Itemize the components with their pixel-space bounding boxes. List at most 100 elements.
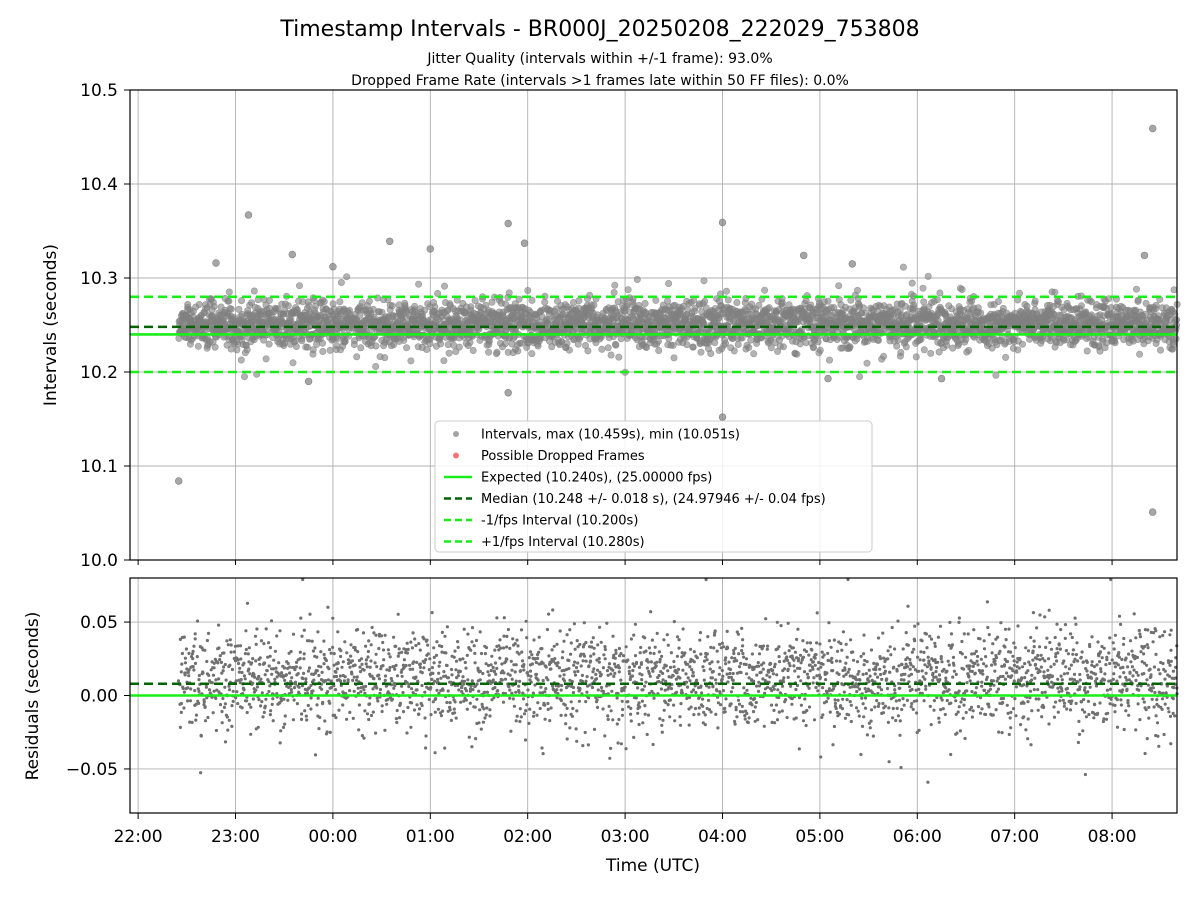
interval-point	[1133, 286, 1139, 292]
residual-point	[283, 666, 286, 669]
residual-point	[474, 737, 477, 740]
residual-point	[409, 726, 412, 729]
interval-point	[1052, 289, 1058, 295]
residual-point	[201, 670, 204, 673]
residual-point	[207, 674, 210, 677]
residual-point	[212, 711, 215, 714]
interval-point	[515, 348, 521, 354]
residual-point	[327, 667, 330, 670]
residual-point	[220, 661, 223, 664]
interval-point	[723, 288, 729, 294]
residual-point	[260, 700, 263, 703]
interval-point	[285, 303, 291, 309]
residual-point	[345, 651, 348, 654]
residual-point	[471, 679, 474, 682]
residual-point	[490, 669, 493, 672]
residual-point	[225, 679, 228, 682]
residual-point	[465, 689, 468, 692]
residual-point	[375, 653, 378, 656]
residual-point	[423, 691, 426, 694]
interval-point	[1171, 287, 1177, 293]
residual-point	[598, 657, 601, 660]
interval-point	[825, 298, 831, 304]
residual-point	[501, 678, 504, 681]
residual-point	[510, 660, 513, 663]
residual-point	[237, 662, 240, 665]
residual-point	[388, 666, 391, 669]
residual-point	[230, 704, 233, 707]
interval-point	[599, 346, 605, 352]
residual-point	[357, 687, 360, 690]
residual-point	[303, 629, 306, 632]
interval-point	[485, 349, 491, 355]
residual-point	[194, 719, 197, 722]
residual-point	[499, 647, 502, 650]
residual-point	[535, 661, 538, 664]
residual-point	[232, 690, 235, 693]
residual-point	[433, 680, 436, 683]
residual-point	[189, 699, 192, 702]
residual-point	[367, 718, 370, 721]
interval-point	[234, 347, 240, 353]
residual-point	[406, 651, 409, 654]
residual-point	[494, 673, 497, 676]
interval-point	[211, 303, 217, 309]
residual-point	[261, 715, 264, 718]
interval-point	[494, 349, 500, 355]
residual-point	[498, 657, 501, 660]
residual-point	[360, 663, 363, 666]
residual-point	[280, 671, 283, 674]
interval-point	[756, 302, 762, 308]
residual-point	[402, 710, 405, 713]
residual-point	[409, 641, 412, 644]
residual-point	[424, 734, 427, 737]
residual-point	[313, 646, 316, 649]
interval-point	[441, 283, 447, 289]
interval-point	[722, 340, 728, 346]
interval-outlier-point	[849, 261, 856, 268]
residual-point	[528, 708, 531, 711]
residual-point	[395, 717, 398, 720]
residual-point	[394, 645, 397, 648]
residual-point	[339, 674, 342, 677]
interval-outlier-point	[289, 251, 296, 258]
interval-point	[875, 337, 881, 343]
legend-marker	[453, 431, 459, 437]
interval-point	[856, 374, 862, 380]
residual-point	[520, 715, 523, 718]
residual-point	[393, 684, 396, 687]
residual-point	[304, 677, 307, 680]
residual-point	[308, 639, 311, 642]
interval-point	[653, 297, 659, 303]
residual-point	[319, 665, 322, 668]
residual-point	[532, 638, 535, 641]
residual-point	[270, 673, 273, 676]
residual-point	[290, 688, 293, 691]
residual-point	[255, 627, 258, 630]
residual-point	[369, 666, 372, 669]
interval-point	[529, 350, 535, 356]
residual-point	[248, 646, 251, 649]
residual-point	[228, 719, 231, 722]
residual-point	[363, 669, 366, 672]
residual-point	[596, 706, 599, 709]
residual-point	[259, 704, 262, 707]
residual-point	[441, 631, 444, 634]
residual-point	[586, 675, 589, 678]
residual-point	[385, 703, 388, 706]
residual-point	[391, 698, 394, 701]
residual-point	[372, 677, 375, 680]
residual-point	[192, 665, 195, 668]
residual-point	[435, 689, 438, 692]
interval-outlier-point	[505, 389, 512, 396]
residual-point	[480, 728, 483, 731]
legend-entry-label: -1/fps Interval (10.200s)	[481, 514, 638, 529]
residual-point	[311, 640, 314, 643]
residual-point	[457, 688, 460, 691]
residual-point	[398, 716, 401, 719]
residual-point	[189, 687, 192, 690]
interval-point	[761, 287, 767, 293]
interval-point	[263, 356, 269, 362]
residual-point	[492, 678, 495, 681]
residual-point	[431, 611, 434, 614]
